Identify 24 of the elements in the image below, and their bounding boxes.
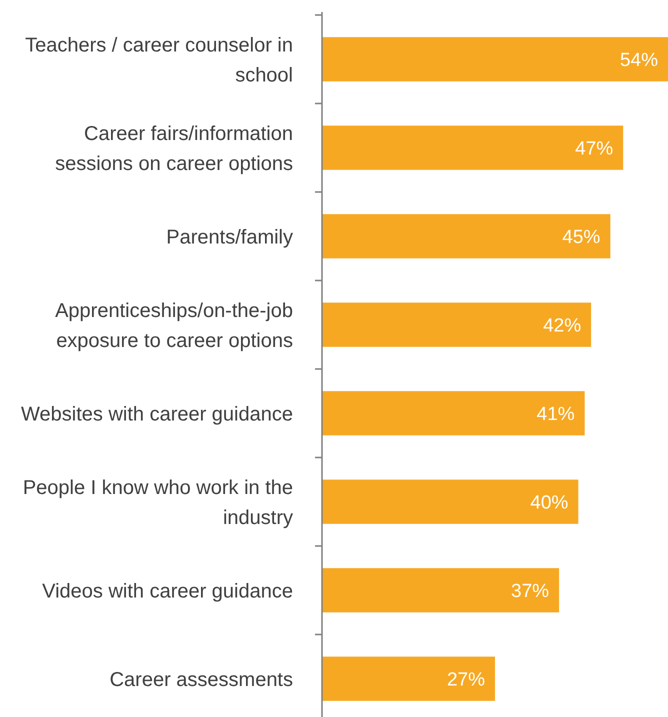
data-label: 37% (511, 580, 550, 602)
y-tick-label: Career fairs/information sessions on career options (55, 122, 293, 175)
data-label: 47% (575, 138, 614, 160)
y-tick-label: Apprenticeships/on-the-job exposure to career options (55, 300, 293, 352)
data-label: 54% (620, 50, 658, 71)
data-label: 41% (536, 404, 575, 425)
bar (322, 391, 585, 436)
data-label: 27% (446, 669, 486, 690)
bar (322, 302, 592, 347)
data-label: 45% (562, 226, 600, 248)
bar (322, 37, 668, 82)
y-tick-label: Videos with career guidance (42, 580, 293, 602)
bar (322, 568, 560, 612)
bar (322, 480, 578, 524)
y-tick-label: Teachers / career counselor in school (25, 34, 293, 86)
data-label: 40% (530, 492, 568, 514)
data-label: 42% (543, 315, 582, 336)
y-tick-label: Websites with career guidance (21, 403, 293, 426)
y-tick-label: Parents/family (166, 226, 293, 248)
bar (322, 126, 624, 170)
bar (322, 214, 610, 258)
y-tick-label: Career assessments (110, 668, 293, 691)
bar (322, 656, 495, 701)
y-tick-label: People I know who work in the industry (22, 476, 293, 529)
